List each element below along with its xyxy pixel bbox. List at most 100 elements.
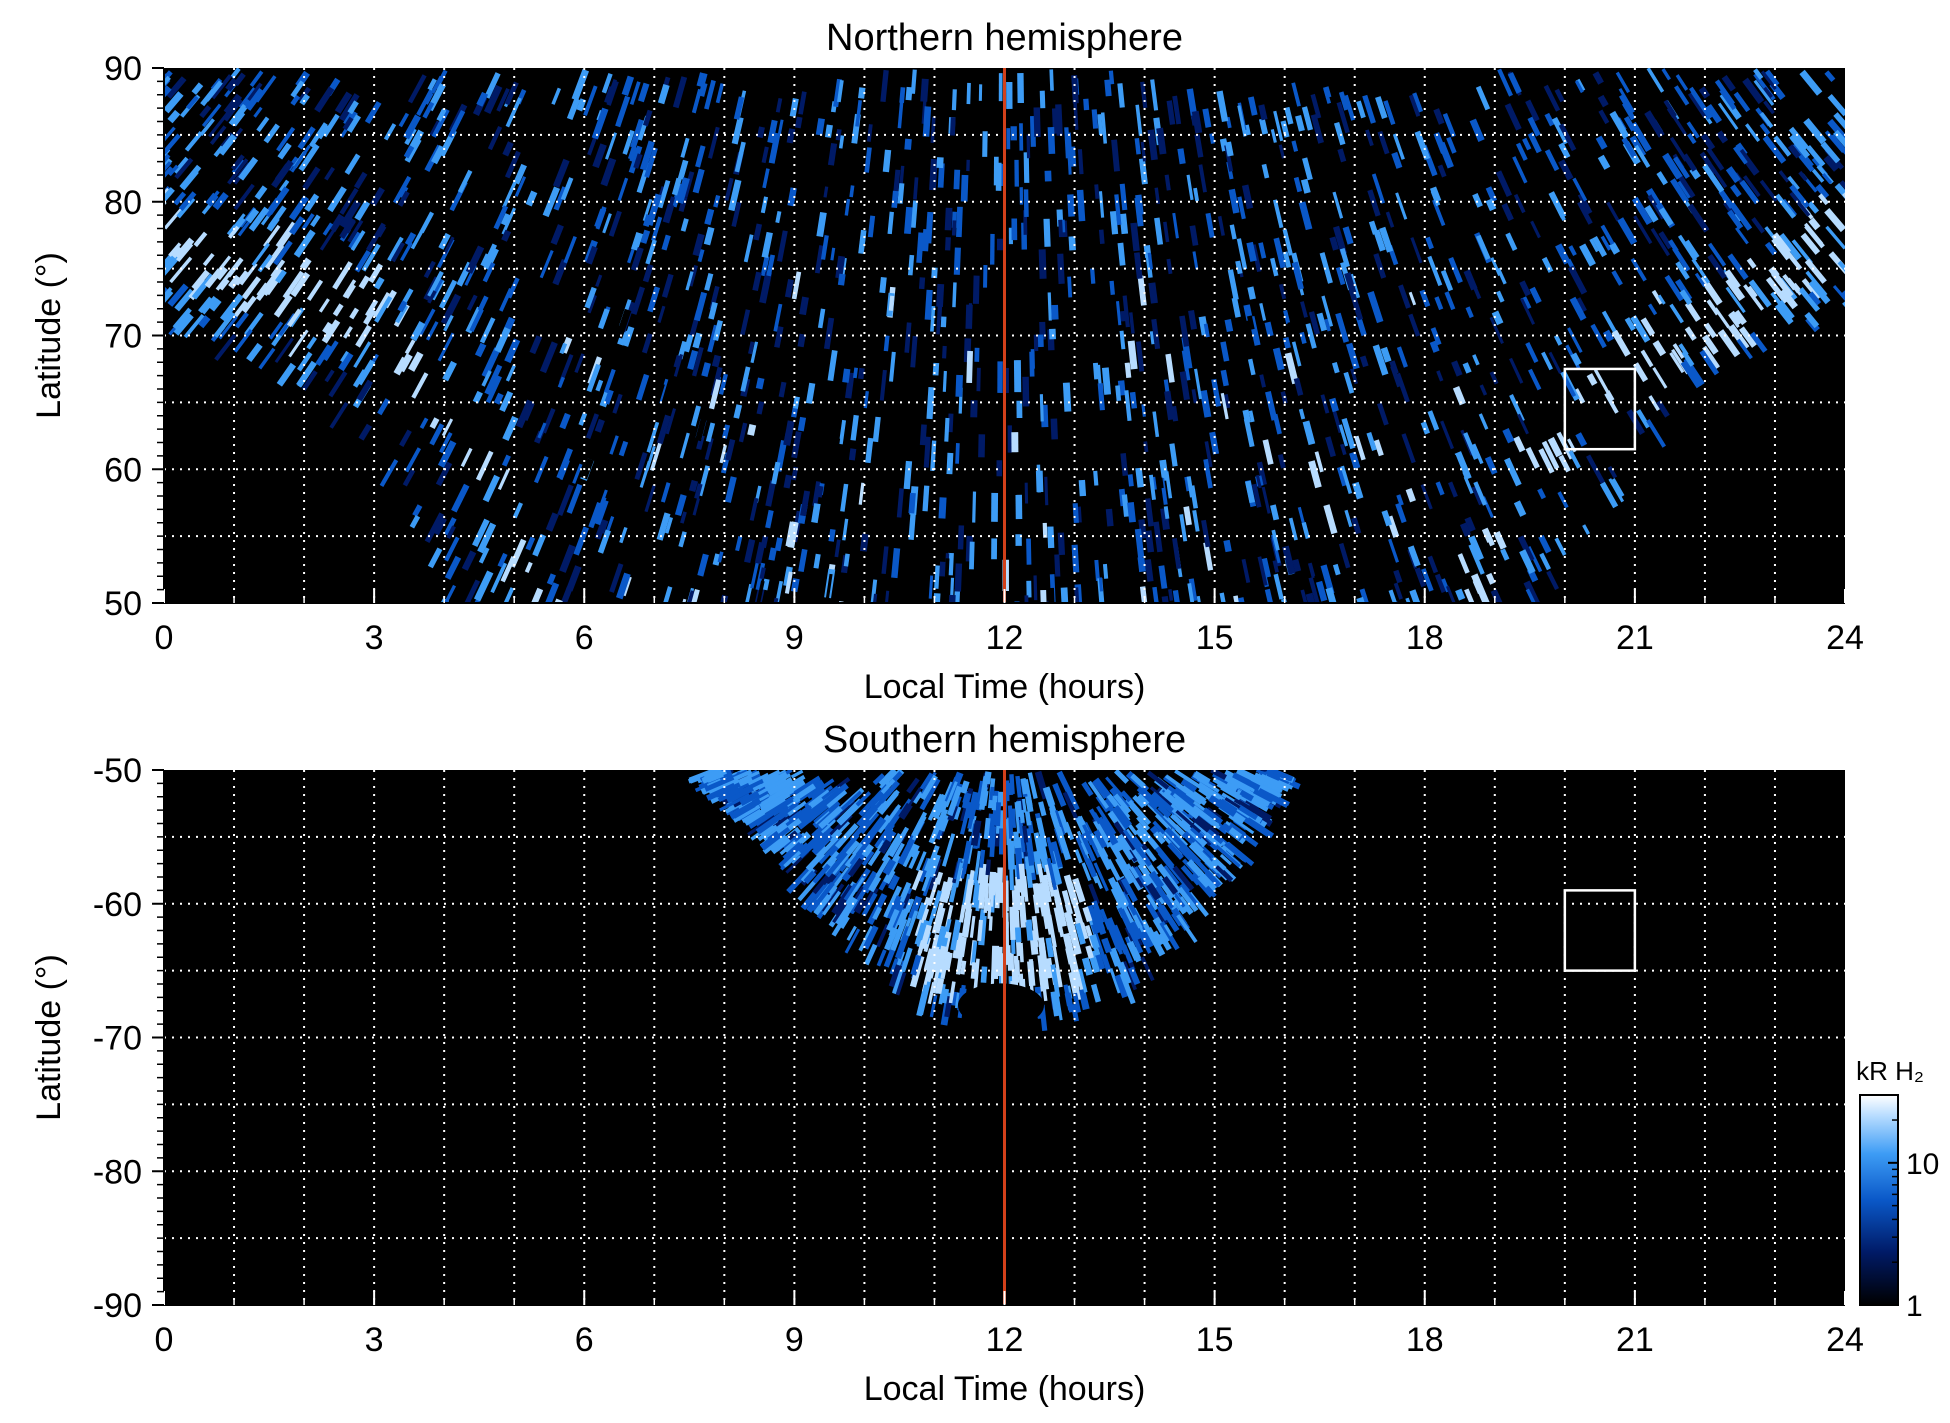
- northern-emission-streak: [1748, 279, 1772, 308]
- northern-emission-streak: [866, 124, 873, 142]
- northern-emission-streak: [1395, 502, 1407, 524]
- northern-emission-streak: [1672, 115, 1687, 136]
- northern-emission-streak: [1135, 104, 1143, 136]
- northern-emission-streak: [1273, 110, 1284, 142]
- southern-emission-streak: [1015, 775, 1023, 798]
- northern-emission-streak: [324, 369, 335, 383]
- southern-emission-streak: [1007, 805, 1014, 839]
- northern-emission-streak: [551, 87, 562, 105]
- northern-emission-streak: [1388, 589, 1398, 603]
- northern-emission-streak: [1434, 573, 1447, 593]
- northern-emission-streak: [1824, 208, 1845, 233]
- northern-emission-streak: [823, 317, 835, 350]
- northern-emission-streak: [956, 206, 963, 238]
- northern-emission-streak: [263, 123, 280, 144]
- northern-emission-streak: [1607, 465, 1618, 479]
- northern-emission-streak: [322, 113, 340, 138]
- northern-emission-streak: [174, 288, 195, 312]
- northern-emission-streak: [443, 517, 457, 536]
- northern-emission-streak: [1202, 108, 1212, 128]
- northern-emission-streak: [304, 193, 320, 212]
- northern-emission-streak: [465, 245, 485, 274]
- southern-emission-streak: [1032, 930, 1039, 948]
- northern-emission-streak: [1803, 118, 1827, 145]
- southern-emission-streak: [1089, 956, 1101, 974]
- northern-emission-streak: [552, 158, 570, 188]
- southern-emission-streak: [900, 902, 911, 921]
- northern-emission-streak: [268, 321, 284, 340]
- southern-emission-streak: [977, 919, 984, 942]
- northern-emission-streak: [1738, 326, 1757, 348]
- northern-emission-streak: [1119, 330, 1126, 350]
- southern-emission-streak: [739, 779, 764, 795]
- northern-emission-streak: [404, 339, 416, 355]
- northern-emission-streak: [1319, 252, 1333, 284]
- northern-emission-streak: [910, 335, 918, 368]
- northern-emission-streak: [1512, 156, 1528, 184]
- northern-emission-streak: [1040, 404, 1049, 428]
- northern-emission-streak: [1457, 553, 1470, 574]
- southern-emission-streak: [1036, 882, 1049, 917]
- northern-emission-streak: [1067, 276, 1073, 298]
- y-tick-label: 60: [104, 451, 142, 489]
- southern-emission-streak: [814, 844, 828, 858]
- northern-emission-streak: [1137, 556, 1146, 573]
- northern-emission-streak: [664, 516, 673, 534]
- northern-emission-streak: [1044, 476, 1049, 506]
- southern-emission-streak: [1089, 934, 1100, 950]
- northern-emission-streak: [690, 405, 701, 427]
- northern-emission-streak: [671, 183, 684, 208]
- northern-emission-streak: [1026, 538, 1032, 565]
- southern-emission-streak: [954, 939, 961, 957]
- northern-emission-streak: [1558, 454, 1571, 473]
- northern-emission-streak: [1393, 569, 1403, 584]
- southern-emission-streak: [860, 812, 880, 835]
- southern-emission-streak: [1173, 899, 1186, 915]
- southern-emission-streak: [838, 915, 850, 929]
- southern-emission-streak: [1137, 862, 1161, 893]
- northern-emission-streak: [1161, 595, 1169, 603]
- northern-emission-streak: [1062, 382, 1072, 412]
- southern-emission-streak: [1193, 821, 1213, 839]
- southern-emission-streak: [1055, 826, 1072, 861]
- northern-emission-streak: [1724, 269, 1741, 290]
- northern-emission-streak: [1030, 116, 1036, 147]
- northern-emission-streak: [603, 368, 616, 394]
- northern-emission-streak: [708, 301, 718, 320]
- northern-emission-streak: [888, 295, 895, 311]
- northern-emission-streak: [1072, 503, 1079, 524]
- northern-emission-streak: [639, 460, 651, 488]
- northern-emission-streak: [227, 158, 249, 185]
- northern-emission-streak: [1455, 588, 1466, 601]
- northern-emission-streak: [1729, 202, 1753, 231]
- northern-emission-streak: [972, 275, 980, 304]
- southern-emission-streak: [717, 786, 745, 803]
- northern-emission-streak: [1600, 224, 1615, 246]
- southern-emission-streak: [732, 803, 761, 823]
- northern-emission-streak: [976, 367, 981, 392]
- northern-emission-streak: [1763, 69, 1780, 88]
- northern-emission-streak: [1454, 451, 1472, 480]
- northern-emission-streak: [205, 192, 219, 207]
- northern-emission-streak: [765, 480, 777, 507]
- northern-emission-streak: [1672, 246, 1691, 272]
- northern-emission-streak: [1336, 101, 1350, 134]
- southern-emission-streak: [878, 770, 898, 787]
- northern-emission-streak: [629, 81, 641, 105]
- northern-emission-streak: [1291, 341, 1302, 367]
- northern-emission-streak: [583, 85, 598, 117]
- northern-emission-streak: [1471, 486, 1483, 506]
- northern-emission-streak: [1332, 191, 1344, 219]
- northern-emission-streak: [1574, 297, 1587, 314]
- northern-emission-streak: [1589, 238, 1599, 253]
- northern-emission-streak: [1340, 443, 1347, 456]
- northern-emission-streak: [1165, 353, 1175, 383]
- northern-emission-streak: [1368, 220, 1379, 235]
- northern-emission-streak: [798, 91, 807, 115]
- northern-emission-streak: [771, 461, 781, 485]
- northern-emission-streak: [254, 185, 268, 200]
- northern-emission-streak: [297, 365, 314, 388]
- northern-emission-streak: [1133, 252, 1143, 279]
- colorbar: kR H₂ 110: [1856, 1056, 1939, 1323]
- northern-emission-streak: [1248, 410, 1255, 423]
